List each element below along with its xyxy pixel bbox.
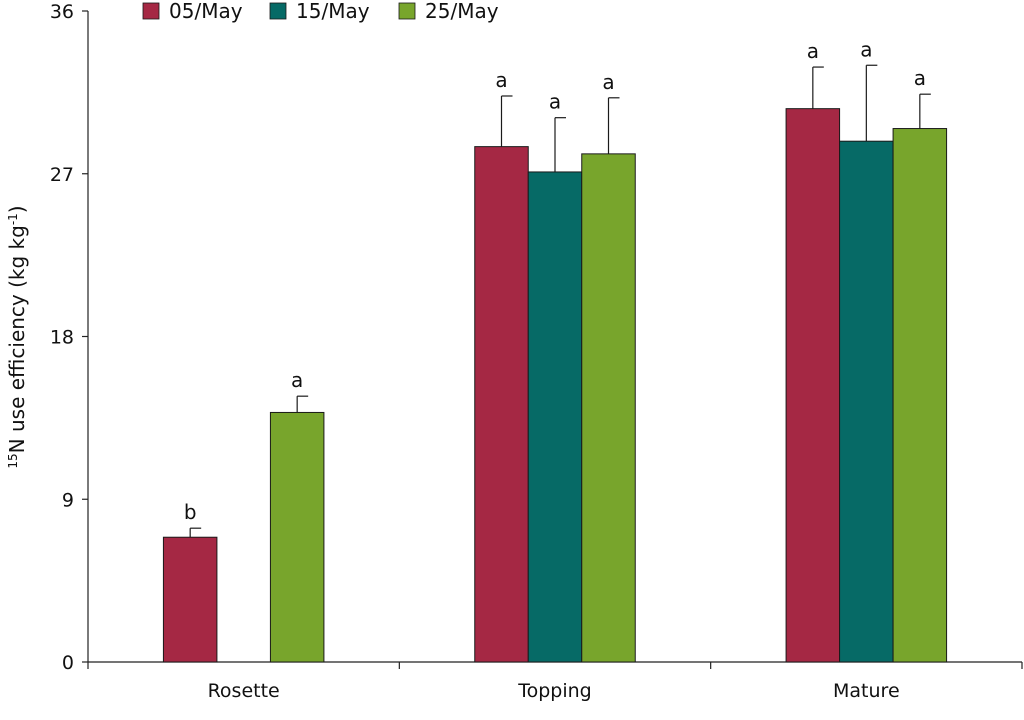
- y-axis-label-part2: ): [5, 205, 29, 213]
- legend-label: 25/May: [425, 0, 499, 23]
- significance-letter: a: [860, 37, 872, 61]
- y-tick-label: 18: [50, 327, 74, 349]
- bar-05-May-topping: [474, 146, 529, 663]
- bar-05-May-rosette: [162, 536, 218, 663]
- x-category-label: Topping: [517, 680, 592, 702]
- y-tick-label: 0: [62, 652, 74, 674]
- bar-25-May-mature: [892, 128, 948, 663]
- legend-swatch: [398, 2, 416, 20]
- bar-15-May-mature: [839, 140, 894, 663]
- y-axis-label: 15N use efficiency (kg kg-1): [5, 205, 29, 468]
- significance-letter: a: [549, 90, 561, 114]
- significance-letter: b: [184, 500, 197, 524]
- y-tick-label: 27: [50, 164, 74, 186]
- x-category-label: Rosette: [208, 680, 280, 702]
- bar-15-May-topping: [527, 171, 583, 663]
- legend-label: 05/May: [169, 0, 243, 23]
- bars: [162, 108, 948, 663]
- significance-letter: a: [914, 66, 926, 90]
- x-category-label: Mature: [833, 680, 900, 702]
- y-axis-label-sup2: -1: [6, 213, 20, 225]
- significance-letter: a: [495, 68, 507, 92]
- bar-05-May-mature: [785, 108, 841, 663]
- legend: 05/May 15/May 25/May: [142, 0, 499, 23]
- y-axis-label-sup1: 15: [6, 453, 20, 468]
- y-axis-label-part1: N use efficiency (kg kg: [5, 225, 29, 453]
- significance-letter: a: [807, 39, 819, 63]
- significance-letter: a: [602, 70, 614, 94]
- y-tick-label: 36: [50, 1, 74, 23]
- legend-swatch: [269, 2, 287, 20]
- legend-label: 15/May: [296, 0, 370, 23]
- error-bars: [189, 64, 931, 538]
- significance-letters: b a a a a a a a: [184, 37, 926, 524]
- significance-letter: a: [291, 368, 303, 392]
- y-tick-label: 9: [62, 489, 74, 511]
- bar-25-May-rosette: [269, 411, 325, 663]
- legend-swatch: [142, 2, 160, 20]
- bar-25-May-topping: [581, 153, 636, 663]
- axes: 0 9 18 27 36 Rosette Topping Mature: [50, 1, 1023, 702]
